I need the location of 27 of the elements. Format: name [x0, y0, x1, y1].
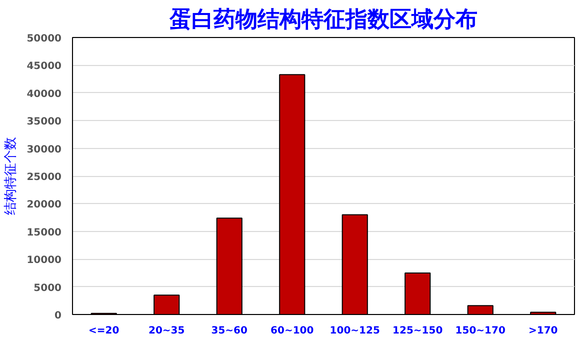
y-tick-label: 40000 [26, 88, 62, 100]
x-tick-label: 100~125 [330, 326, 380, 336]
x-tick-label: 35~60 [211, 326, 248, 336]
x-tick-label: >170 [528, 326, 558, 336]
bar [342, 214, 368, 314]
x-tick-label: <=20 [88, 326, 120, 336]
x-tick-label: 20~35 [148, 326, 185, 336]
bar [216, 218, 242, 314]
bar [279, 74, 306, 314]
x-tick-label: 150~170 [455, 326, 506, 336]
y-tick-label: 30000 [26, 144, 62, 156]
x-tick-label: 60~100 [270, 326, 314, 336]
bar [404, 272, 431, 314]
y-tick-label: 50000 [26, 34, 62, 44]
bar [467, 305, 494, 314]
y-tick-label: 45000 [26, 61, 62, 72]
chart-title: 蛋白药物结构特征指数区域分布 [168, 8, 478, 32]
y-tick-label: 10000 [26, 255, 62, 266]
y-tick-label: 20000 [26, 200, 62, 211]
y-tick-label: 0 [54, 310, 62, 322]
y-tick-label: 15000 [26, 227, 62, 238]
y-tick-label: 5000 [34, 282, 62, 294]
x-tick-label: 125~150 [392, 326, 443, 336]
y-tick-label: 35000 [26, 116, 62, 128]
bar [154, 294, 180, 314]
y-tick-label: 25000 [26, 172, 62, 183]
y-axis-title: 结构特征个数 [4, 137, 19, 215]
